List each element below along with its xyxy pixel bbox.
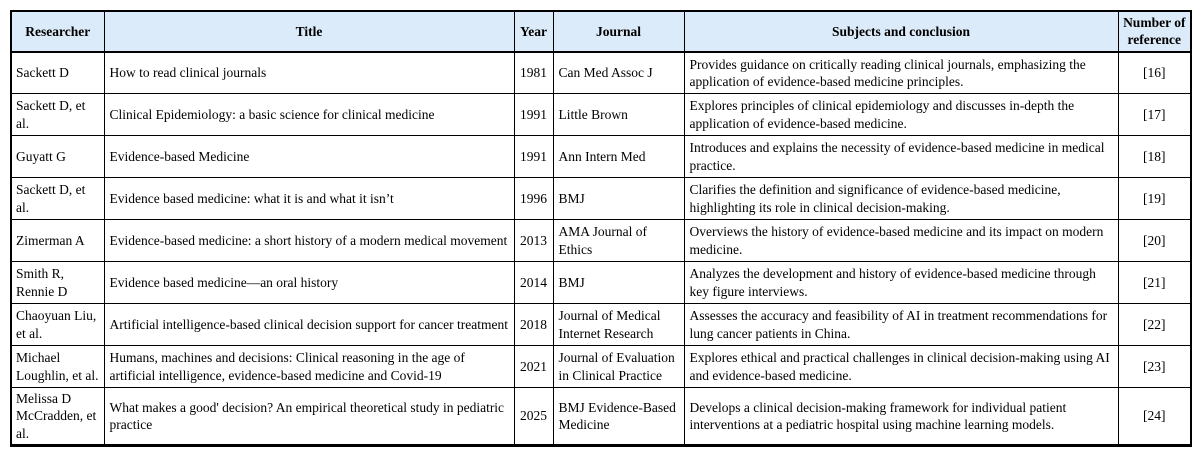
table-row: Sackett D, et al. Evidence based medicin… [10, 177, 1192, 221]
cell-subjects: Clarifies the definition and significanc… [683, 177, 1119, 221]
table-row: Chaoyuan Liu, et al. Artificial intellig… [10, 303, 1192, 347]
table-row: Sackett D How to read clinical journals … [10, 51, 1192, 95]
cell-reference: [23] [1117, 345, 1192, 389]
cell-reference: [17] [1117, 93, 1192, 137]
cell-journal: Ann Intern Med [552, 135, 685, 179]
cell-researcher: Guyatt G [10, 135, 105, 179]
cell-title: Artificial intelligence-based clinical d… [103, 303, 515, 347]
cell-researcher: Sackett D, et al. [10, 93, 105, 137]
cell-journal: AMA Journal of Ethics [552, 219, 685, 263]
cell-researcher: Sackett D [10, 51, 105, 95]
cell-researcher: Michael Loughlin, et al. [10, 345, 105, 389]
table-row: Melissa D McCradden, et al. What makes a… [10, 387, 1192, 446]
cell-researcher: Melissa D McCradden, et al. [10, 387, 105, 446]
column-header-subjects: Subjects and conclusion [683, 10, 1119, 53]
cell-year: 1981 [513, 51, 554, 95]
cell-researcher: Smith R, Rennie D [10, 261, 105, 305]
cell-subjects: Analyzes the development and history of … [683, 261, 1119, 305]
cell-subjects: Explores ethical and practical challenge… [683, 345, 1119, 389]
table-row: Zimerman A Evidence-based medicine: a sh… [10, 219, 1192, 263]
cell-reference: [24] [1117, 387, 1192, 446]
column-header-journal: Journal [552, 10, 685, 53]
table-row: Michael Loughlin, et al. Humans, machine… [10, 345, 1192, 389]
cell-year: 2025 [513, 387, 554, 446]
cell-title: Evidence based medicine: what it is and … [103, 177, 515, 221]
table-row: Guyatt G Evidence-based Medicine 1991 An… [10, 135, 1192, 179]
cell-journal: Journal of Medical Internet Research [552, 303, 685, 347]
cell-journal: Can Med Assoc J [552, 51, 685, 95]
cell-title: How to read clinical journals [103, 51, 515, 95]
table-row: Smith R, Rennie D Evidence based medicin… [10, 261, 1192, 305]
cell-title: Evidence-based medicine: a short history… [103, 219, 515, 263]
cell-year: 1991 [513, 135, 554, 179]
cell-title: What makes a good' decision? An empirica… [103, 387, 515, 446]
header-row: Researcher Title Year Journal Subjects a… [10, 10, 1192, 53]
cell-year: 1991 [513, 93, 554, 137]
cell-subjects: Explores principles of clinical epidemio… [683, 93, 1119, 137]
cell-reference: [22] [1117, 303, 1192, 347]
cell-title: Humans, machines and decisions: Clinical… [103, 345, 515, 389]
cell-journal: Little Brown [552, 93, 685, 137]
cell-reference: [16] [1117, 51, 1192, 95]
cell-subjects: Overviews the history of evidence-based … [683, 219, 1119, 263]
cell-journal: Journal of Evaluation in Clinical Practi… [552, 345, 685, 389]
cell-subjects: Develops a clinical decision-making fram… [683, 387, 1119, 446]
column-header-title: Title [103, 10, 515, 53]
cell-year: 2014 [513, 261, 554, 305]
cell-reference: [20] [1117, 219, 1192, 263]
references-table: Researcher Title Year Journal Subjects a… [10, 10, 1192, 447]
cell-reference: [18] [1117, 135, 1192, 179]
table-row: Sackett D, et al. Clinical Epidemiology:… [10, 93, 1192, 137]
cell-researcher: Chaoyuan Liu, et al. [10, 303, 105, 347]
cell-reference: [19] [1117, 177, 1192, 221]
cell-year: 1996 [513, 177, 554, 221]
cell-subjects: Introduces and explains the necessity of… [683, 135, 1119, 179]
cell-title: Evidence-based Medicine [103, 135, 515, 179]
cell-journal: BMJ [552, 261, 685, 305]
table-header: Researcher Title Year Journal Subjects a… [10, 10, 1192, 53]
column-header-year: Year [513, 10, 554, 53]
cell-year: 2021 [513, 345, 554, 389]
cell-researcher: Sackett D, et al. [10, 177, 105, 221]
cell-journal: BMJ Evidence-Based Medicine [552, 387, 685, 446]
column-header-reference: Number of reference [1117, 10, 1192, 53]
cell-title: Clinical Epidemiology: a basic science f… [103, 93, 515, 137]
column-header-researcher: Researcher [10, 10, 105, 53]
table-body: Sackett D How to read clinical journals … [10, 51, 1192, 446]
cell-researcher: Zimerman A [10, 219, 105, 263]
cell-year: 2018 [513, 303, 554, 347]
cell-journal: BMJ [552, 177, 685, 221]
cell-reference: [21] [1117, 261, 1192, 305]
cell-subjects: Provides guidance on critically reading … [683, 51, 1119, 95]
cell-year: 2013 [513, 219, 554, 263]
cell-subjects: Assesses the accuracy and feasibility of… [683, 303, 1119, 347]
cell-title: Evidence based medicine—an oral history [103, 261, 515, 305]
